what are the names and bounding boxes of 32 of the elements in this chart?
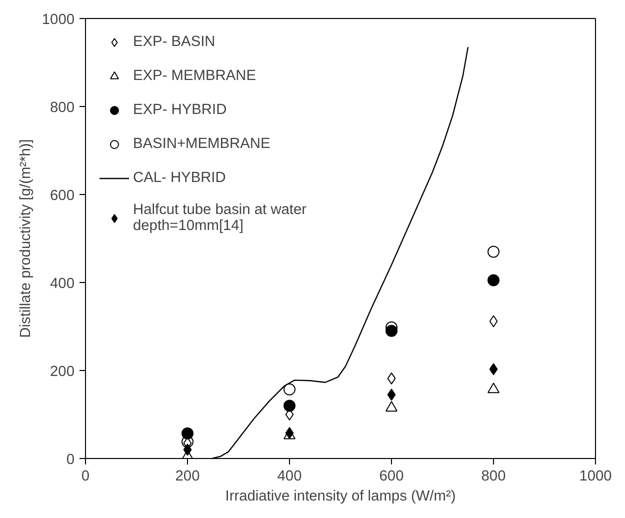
x-tick-label: 200 bbox=[175, 468, 200, 484]
point bbox=[284, 383, 296, 396]
point bbox=[489, 363, 498, 376]
y-tick-label: 400 bbox=[50, 276, 75, 292]
legend-label: EXP- MEMBRANE bbox=[133, 68, 256, 84]
x-tick-label: 600 bbox=[379, 468, 404, 484]
legend-label: EXP- BASIN bbox=[133, 34, 216, 50]
point bbox=[284, 400, 296, 412]
point bbox=[489, 315, 498, 328]
y-tick-label: 800 bbox=[50, 100, 75, 116]
legend-label: CAL- HYBRID bbox=[133, 170, 226, 186]
y-tick-label: 1000 bbox=[42, 12, 75, 28]
x-tick-label: 800 bbox=[481, 468, 506, 484]
point bbox=[387, 388, 396, 401]
legend-label: EXP- HYBRID bbox=[133, 102, 227, 118]
x-axis-title: Irradiative intensity of lamps (W/m²) bbox=[225, 488, 456, 504]
x-tick-label: 0 bbox=[81, 468, 90, 484]
x-tick-label: 1000 bbox=[579, 468, 612, 484]
point bbox=[488, 246, 500, 258]
y-tick-label: 0 bbox=[66, 452, 75, 468]
y-tick-label: 200 bbox=[50, 364, 75, 380]
point bbox=[488, 382, 500, 394]
legend-label: Halfcut tube basin at water depth=10mm[14] bbox=[133, 202, 307, 234]
point bbox=[488, 274, 500, 286]
point bbox=[386, 401, 398, 412]
y-tick-label: 600 bbox=[50, 188, 75, 204]
x-tick-label: 400 bbox=[277, 468, 302, 484]
legend-label: BASIN+MEMBRANE bbox=[133, 136, 270, 152]
point bbox=[387, 372, 396, 384]
y-axis-title: Distillate productivity [g/(m²*h)] bbox=[18, 139, 34, 338]
point bbox=[182, 427, 194, 440]
point bbox=[183, 444, 192, 456]
